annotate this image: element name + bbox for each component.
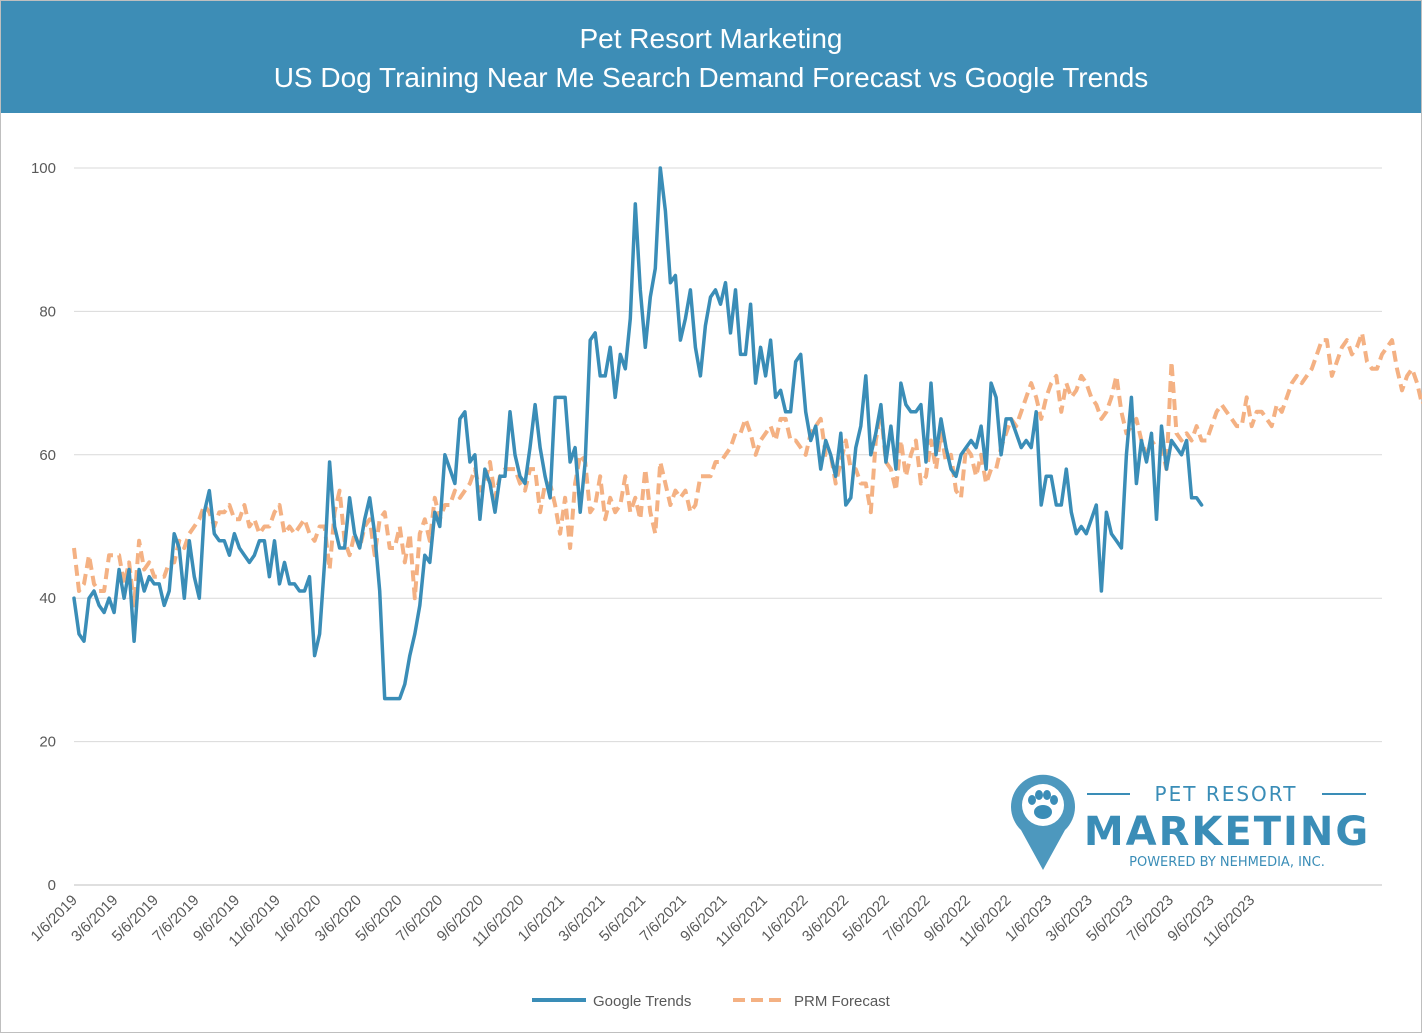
logo-brand-main: MARKETING — [1084, 809, 1370, 855]
y-tick-label: 20 — [39, 734, 56, 751]
series-line-prm-forecast — [72, 330, 1422, 608]
y-tick-label: 0 — [48, 877, 56, 894]
legend-label-prm-forecast: PRM Forecast — [794, 993, 891, 1010]
y-tick-label: 40 — [39, 590, 56, 607]
logo-brand-top: PET RESORT — [1155, 782, 1298, 806]
grid-lines — [74, 167, 1382, 886]
paw-location-pin-icon — [1011, 774, 1075, 870]
logo-tagline: POWERED BY NEHMEDIA, INC. — [1129, 855, 1325, 870]
x-axis-ticks: 1/6/20193/6/20195/6/20197/6/20199/6/2019… — [28, 892, 1259, 950]
legend: Google Trends PRM Forecast — [532, 993, 891, 1010]
y-tick-label: 100 — [31, 160, 56, 177]
chart-title: Pet Resort Marketing — [579, 23, 843, 54]
chart-subtitle: US Dog Training Near Me Search Demand Fo… — [273, 62, 1149, 93]
y-tick-label: 80 — [39, 303, 56, 320]
legend-label-google-trends: Google Trends — [593, 993, 691, 1010]
y-axis-ticks: 0 20 40 60 80 100 — [31, 160, 56, 894]
series-line-google-trends — [72, 166, 1204, 701]
series-group — [72, 166, 1422, 701]
logo: PET RESORT MARKETING POWERED BY NEHMEDIA… — [1011, 774, 1370, 870]
chart-header: Pet Resort Marketing US Dog Training Nea… — [1, 1, 1421, 113]
y-tick-label: 60 — [39, 447, 56, 464]
